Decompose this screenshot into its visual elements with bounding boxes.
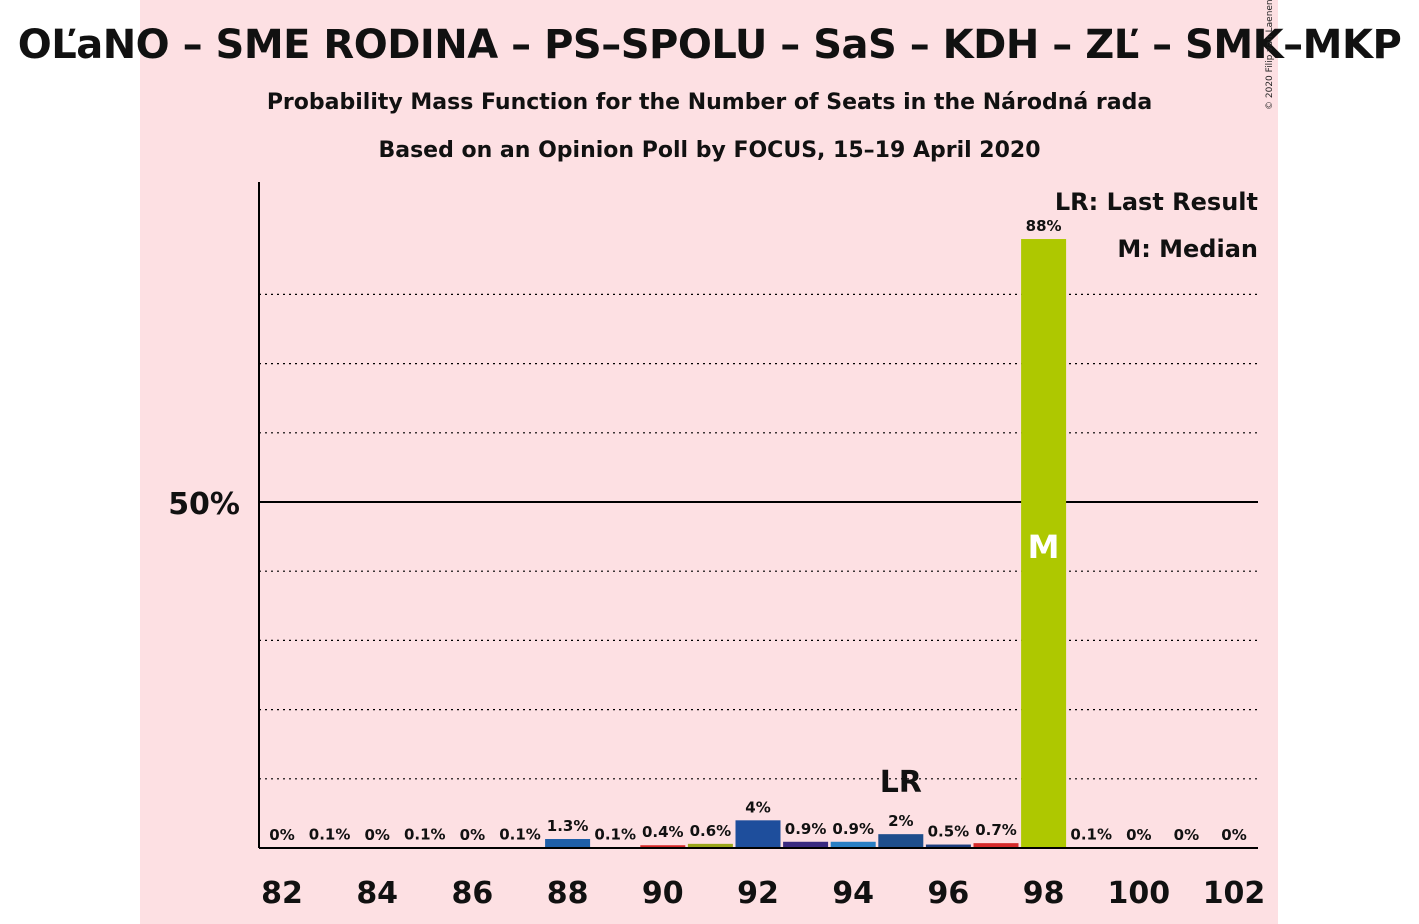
gridlines xyxy=(259,293,1258,780)
legend-last-result: LR: Last Result xyxy=(1055,188,1258,216)
x-tick-label-96: 96 xyxy=(928,876,970,911)
value-label-97: 0.7% xyxy=(975,821,1017,839)
legend-median: M: Median xyxy=(1117,235,1258,263)
value-label-101: 0% xyxy=(1174,826,1199,844)
x-tick-label-88: 88 xyxy=(547,876,589,911)
y-tick-label-50: 50% xyxy=(168,487,240,522)
value-label-102: 0% xyxy=(1221,826,1246,844)
bar-93 xyxy=(783,841,829,848)
value-label-84: 0% xyxy=(364,826,389,844)
value-label-96: 0.5% xyxy=(928,823,970,841)
x-tick-label-86: 86 xyxy=(452,876,494,911)
chart-source: Based on an Opinion Poll by FOCUS, 15–19… xyxy=(378,138,1041,163)
bar-95 xyxy=(878,834,924,848)
last-result-marker: LR xyxy=(880,765,922,800)
x-tick-label-102: 102 xyxy=(1203,876,1266,911)
chart-subtitle: Probability Mass Function for the Number… xyxy=(266,90,1153,115)
bars xyxy=(307,239,1114,849)
x-tick-label-84: 84 xyxy=(356,876,398,911)
value-label-86: 0% xyxy=(460,826,485,844)
x-tick-label-82: 82 xyxy=(261,876,303,911)
value-label-89: 0.1% xyxy=(594,825,636,843)
value-label-88: 1.3% xyxy=(547,817,589,835)
bar-88 xyxy=(545,839,591,848)
value-label-85: 0.1% xyxy=(404,825,446,843)
value-label-100: 0% xyxy=(1126,826,1151,844)
value-label-82: 0% xyxy=(269,826,294,844)
value-label-91: 0.6% xyxy=(690,822,732,840)
x-tick-label-90: 90 xyxy=(642,876,684,911)
x-tick-label-92: 92 xyxy=(737,876,779,911)
bar-91 xyxy=(687,843,733,848)
x-tick-label-98: 98 xyxy=(1023,876,1065,911)
value-label-94: 0.9% xyxy=(832,820,874,838)
bar-94 xyxy=(830,841,876,848)
bar-97 xyxy=(973,843,1019,848)
value-label-99: 0.1% xyxy=(1070,825,1112,843)
bar-98 xyxy=(1021,239,1067,849)
value-label-93: 0.9% xyxy=(785,820,827,838)
bar-96 xyxy=(925,844,971,848)
x-tick-label-94: 94 xyxy=(832,876,874,911)
chart-background-band xyxy=(140,0,1278,924)
value-label-92: 4% xyxy=(745,798,770,816)
x-tick-labels: 82 84 86 88 90 92 94 96 98 100 102 xyxy=(261,876,1265,911)
bar-92 xyxy=(735,820,781,848)
x-tick-label-100: 100 xyxy=(1107,876,1170,911)
value-label-83: 0.1% xyxy=(309,825,351,843)
value-label-90: 0.4% xyxy=(642,823,684,841)
chart-title: OĽaNO – SME RODINA – PS–SPOLU – SaS – KD… xyxy=(17,22,1402,68)
value-label-95: 2% xyxy=(888,812,913,830)
value-labels: 0% 0.1% 0% 0.1% 0% 0.1% 1.3% 0.1% 0.4% 0.6% 4% 0.9%… xyxy=(269,217,1246,844)
value-label-98: 88% xyxy=(1026,217,1062,235)
value-label-87: 0.1% xyxy=(499,825,541,843)
median-marker: M xyxy=(1028,528,1060,566)
bar-90 xyxy=(640,845,686,848)
